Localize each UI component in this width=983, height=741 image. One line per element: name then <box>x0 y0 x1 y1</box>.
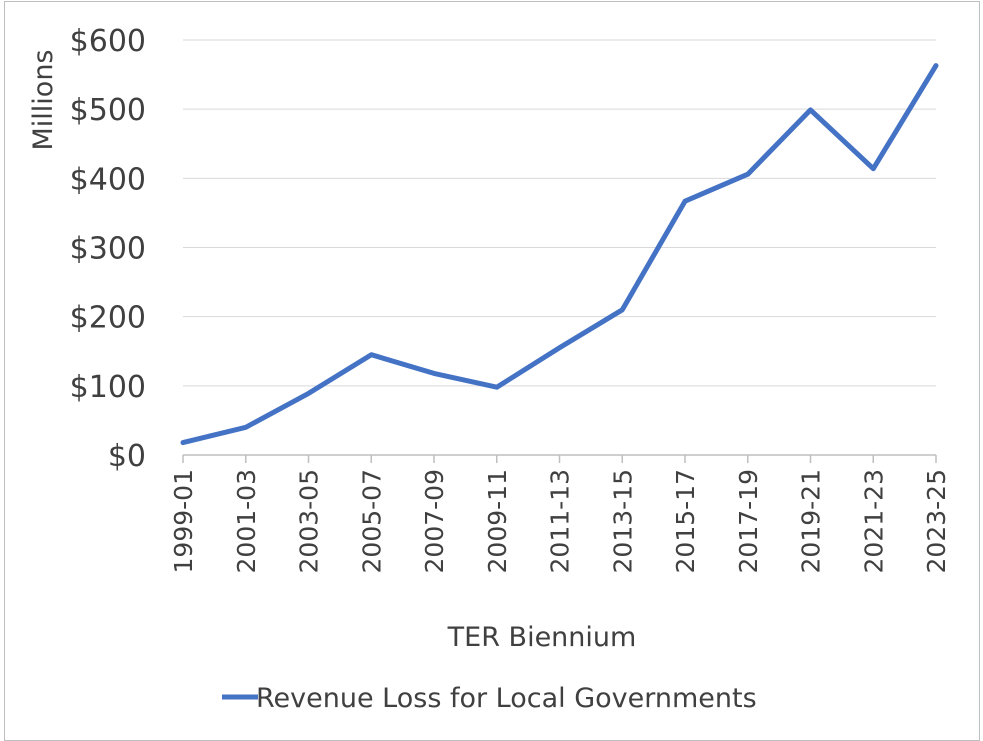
y-tick-label: $200 <box>70 301 146 336</box>
chart-frame <box>4 1 980 741</box>
series-line <box>180 63 939 446</box>
x-tick-label: 2005-07 <box>357 469 386 573</box>
x-tick-label: 2023-25 <box>922 469 951 573</box>
gridlines <box>183 39 936 387</box>
y-axis-title: Millions <box>28 50 59 151</box>
y-tick-label: $0 <box>108 439 146 474</box>
y-tick-label: $600 <box>70 24 146 59</box>
y-tick-label: $400 <box>70 162 146 197</box>
x-tick-label: 1999-01 <box>169 469 198 573</box>
legend-label: Revenue Loss for Local Governments <box>256 683 757 714</box>
x-tick-label: 2013-15 <box>608 469 637 573</box>
y-tick-label: $500 <box>70 93 146 128</box>
x-tick-label: 2021-23 <box>859 469 888 573</box>
x-tick-label: 2007-09 <box>420 469 449 573</box>
x-axis-title: TER Biennium <box>447 622 637 653</box>
y-tick-label: $300 <box>70 232 146 267</box>
x-tick-label: 2015-17 <box>671 469 700 573</box>
series-lines <box>180 63 939 446</box>
y-tick-label: $100 <box>70 370 146 405</box>
x-tick-label: 2017-19 <box>734 469 763 573</box>
x-tick-label: 2003-05 <box>295 469 324 573</box>
x-axis: 1999-01 2001-03 2003-05 2005-07 2007-09 2009-… <box>169 454 951 573</box>
legend: Revenue Loss for Local Governments <box>222 683 757 714</box>
x-tick-label: 2011-13 <box>546 469 575 573</box>
x-tick-label: 2009-11 <box>483 469 512 573</box>
y-axis-ticks: $0 $100 $200 $300 $400 $500 $600 <box>70 24 146 474</box>
x-tick-label: 2019-21 <box>797 469 826 573</box>
x-tick-label: 2001-03 <box>232 469 261 573</box>
